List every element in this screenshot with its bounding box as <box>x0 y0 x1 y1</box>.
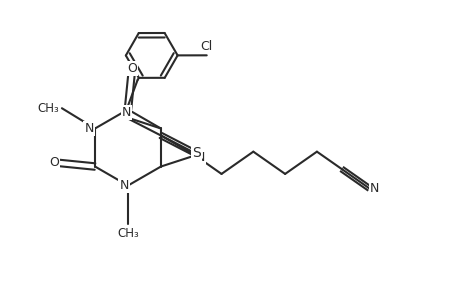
Text: S: S <box>191 146 200 160</box>
Text: N: N <box>119 179 129 192</box>
Text: N: N <box>195 151 205 164</box>
Text: O: O <box>127 62 136 75</box>
Text: N: N <box>369 182 379 194</box>
Text: N: N <box>84 122 94 135</box>
Text: O: O <box>50 156 59 169</box>
Text: CH₃: CH₃ <box>117 227 139 240</box>
Text: N: N <box>122 106 131 119</box>
Text: CH₃: CH₃ <box>37 102 59 115</box>
Text: Cl: Cl <box>200 40 213 53</box>
